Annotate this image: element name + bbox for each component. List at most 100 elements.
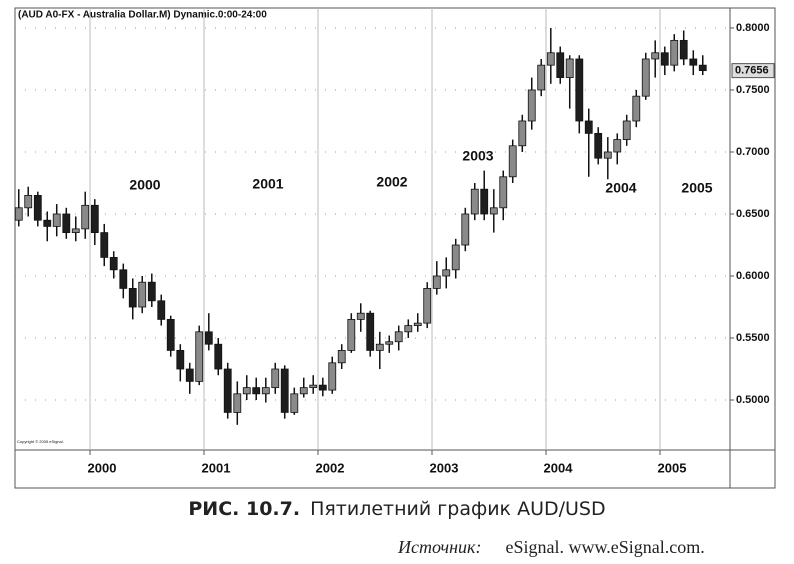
candle-body	[33, 194, 42, 221]
source: Источник: eSignal. www.eSignal.com.	[398, 537, 705, 558]
candle-body	[166, 319, 175, 351]
x-tick-label: 2004	[544, 460, 574, 475]
candle-body	[157, 300, 166, 320]
candle-body	[689, 58, 698, 66]
x-tick-label: 2000	[88, 460, 117, 475]
year-annotation: 2002	[376, 174, 407, 190]
candle-body	[470, 188, 479, 215]
candle-body	[670, 39, 679, 66]
candle-body	[24, 194, 33, 209]
candle-body	[14, 207, 23, 221]
candle-body	[147, 281, 156, 302]
candle-body	[537, 64, 546, 91]
candle-body	[413, 322, 422, 327]
candle-body	[584, 120, 593, 134]
candle-body	[432, 275, 441, 289]
candle-body	[508, 145, 517, 178]
frame	[14, 7, 776, 489]
candle-body	[356, 312, 365, 320]
candle-body	[176, 350, 185, 370]
candle-body	[451, 244, 460, 271]
candle-body	[423, 288, 432, 324]
candle-body	[632, 95, 641, 122]
candle-body	[698, 64, 707, 72]
candle-body	[660, 52, 669, 66]
candle-body	[242, 387, 251, 395]
last-price-box	[731, 63, 775, 79]
candle-body	[603, 151, 612, 159]
candle-body	[556, 52, 565, 78]
y-tick-label: 0.8000	[736, 22, 770, 34]
candle-body	[461, 213, 470, 246]
last-price-label: 0.7656	[735, 65, 769, 77]
candle-body	[404, 325, 413, 333]
candle-body	[337, 350, 346, 364]
candle-body	[204, 331, 213, 345]
candle-body	[651, 52, 660, 60]
y-tick-label: 0.7000	[736, 146, 770, 158]
y-tick-label: 0.6000	[736, 270, 770, 282]
candle-body	[138, 281, 147, 308]
candle-body	[442, 269, 451, 277]
year-annotation: 2005	[681, 180, 712, 196]
chart: (AUD A0-FX - Australia Dollar.M) Dynamic…	[14, 7, 776, 489]
candle-body	[318, 384, 327, 391]
candle-body	[594, 132, 603, 159]
candle-body	[271, 368, 280, 389]
candle-body	[309, 384, 318, 389]
year-annotation: 2001	[252, 176, 283, 192]
chart-title: (AUD A0-FX - Australia Dollar.M) Dynamic…	[18, 10, 267, 21]
source-label: Источник:	[398, 537, 482, 557]
candle-body	[518, 120, 527, 147]
candle-body	[679, 39, 688, 60]
candle-body	[90, 204, 99, 233]
candle-body	[52, 213, 61, 227]
candle-body	[290, 393, 299, 413]
candle-body	[71, 228, 80, 233]
candle-body	[394, 331, 403, 343]
candle-body	[328, 362, 337, 391]
candle-body	[128, 288, 137, 308]
candle-body	[233, 393, 242, 413]
x-tick-label: 2003	[430, 460, 459, 475]
candle-body	[119, 269, 128, 289]
y-tick-label: 0.5000	[736, 394, 770, 406]
candle-body	[43, 219, 52, 227]
candle-body	[546, 52, 555, 66]
y-tick-label: 0.7500	[736, 84, 770, 96]
caption: РИС. 10.7. Пятилетний график AUD/USD	[0, 498, 794, 520]
y-tick-label: 0.6500	[736, 208, 770, 220]
candle-body	[100, 232, 109, 258]
year-annotation: 2004	[605, 180, 636, 196]
x-tick-label: 2002	[316, 460, 345, 475]
candle-body	[366, 312, 375, 351]
year-annotation: 2003	[462, 148, 493, 164]
candle-body	[347, 319, 356, 351]
candle-body	[62, 213, 71, 233]
x-tick-label: 2005	[658, 460, 687, 475]
candle-body	[195, 331, 204, 382]
candle-body	[223, 368, 232, 413]
candle-body	[185, 368, 194, 382]
candle-body	[81, 204, 90, 230]
candle-body	[299, 387, 308, 395]
y-tick-label: 0.5500	[736, 332, 770, 344]
candle-body	[613, 139, 622, 153]
source-text: eSignal. www.eSignal.com.	[505, 537, 705, 557]
candle-body	[252, 387, 261, 395]
year-annotation: 2000	[129, 177, 160, 193]
candle-body	[622, 120, 631, 140]
copyright: Copyright © 2005 eSignal.	[17, 439, 64, 444]
candle-body	[565, 58, 574, 78]
candle-body	[527, 89, 536, 122]
x-tick-label: 2001	[202, 460, 231, 475]
candle-body	[480, 188, 489, 215]
caption-label: РИС. 10.7.	[188, 498, 301, 520]
candle-body	[489, 207, 498, 215]
candle-body	[375, 343, 384, 351]
caption-text: Пятилетний график AUD/USD	[310, 498, 606, 520]
candle-body	[575, 58, 584, 122]
candle-body	[385, 341, 394, 345]
candle-body	[109, 257, 118, 271]
